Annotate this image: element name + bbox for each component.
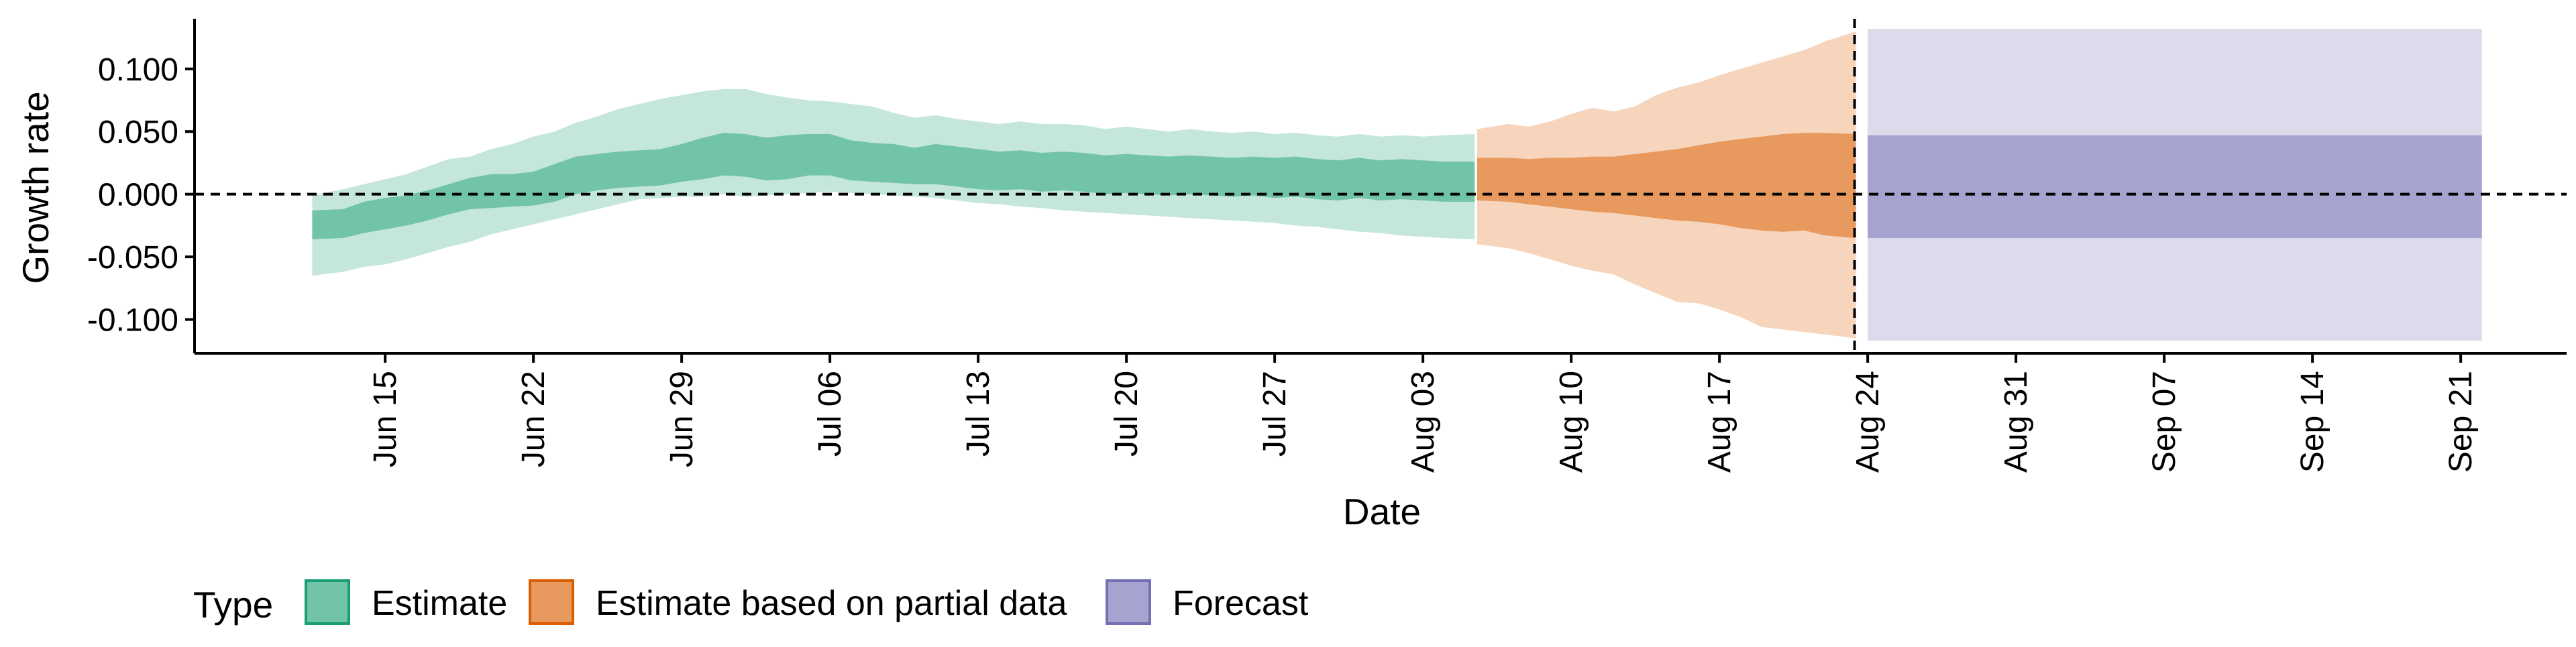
axes-layer: -0.100 -0.050 0.000 0.050 0.100 Jun 15 Jun 22 J… [87,19,2567,473]
x-tick-label: Sep 14 [2295,371,2330,473]
x-tick-label: Jun 15 [368,371,403,467]
bands-layer [312,29,2482,341]
x-tick-label: Aug 17 [1702,371,1737,473]
x-tick-label: Jul 20 [1109,371,1144,457]
legend-key-1 [305,579,350,625]
y-axis-label: Growth rate [15,91,56,284]
x-tick-label: Aug 31 [1998,371,2034,473]
legend-label-2: Estimate based on partial data [596,584,1067,623]
x-tick-label: Aug 24 [1850,371,1886,473]
y-tick-label: 0.100 [98,52,178,88]
estimate-band-50 [312,133,1475,239]
legend: Type Estimate Estimate based on partial d… [193,579,1309,626]
y-tick-label: 0.050 [98,115,178,150]
x-tick-label: Jul 27 [1257,371,1293,457]
x-tick-label: Sep 07 [2147,371,2182,473]
legend-key-3 [1106,579,1151,625]
x-axis-label: Date [1343,491,1421,532]
x-tick-label: Sep 21 [2443,371,2479,473]
partial-band-50 [1477,133,1856,239]
x-tick-label: Jun 29 [664,371,700,467]
legend-label-3: Forecast [1173,584,1309,623]
forecast-band-50 [1868,135,2482,239]
legend-key-2 [529,579,574,625]
x-tick-label: Jul 13 [961,371,996,457]
y-tick-label: -0.100 [87,303,178,339]
x-tick-label: Aug 10 [1554,371,1589,473]
y-tick-label: 0.000 [98,178,178,213]
legend-label-1: Estimate [372,584,507,623]
x-tick-label: Jun 22 [516,371,551,467]
y-tick-label: -0.050 [87,240,178,276]
x-tick-label: Jul 06 [812,371,848,457]
legend-title: Type [193,584,273,626]
x-tick-label: Aug 03 [1405,371,1441,473]
